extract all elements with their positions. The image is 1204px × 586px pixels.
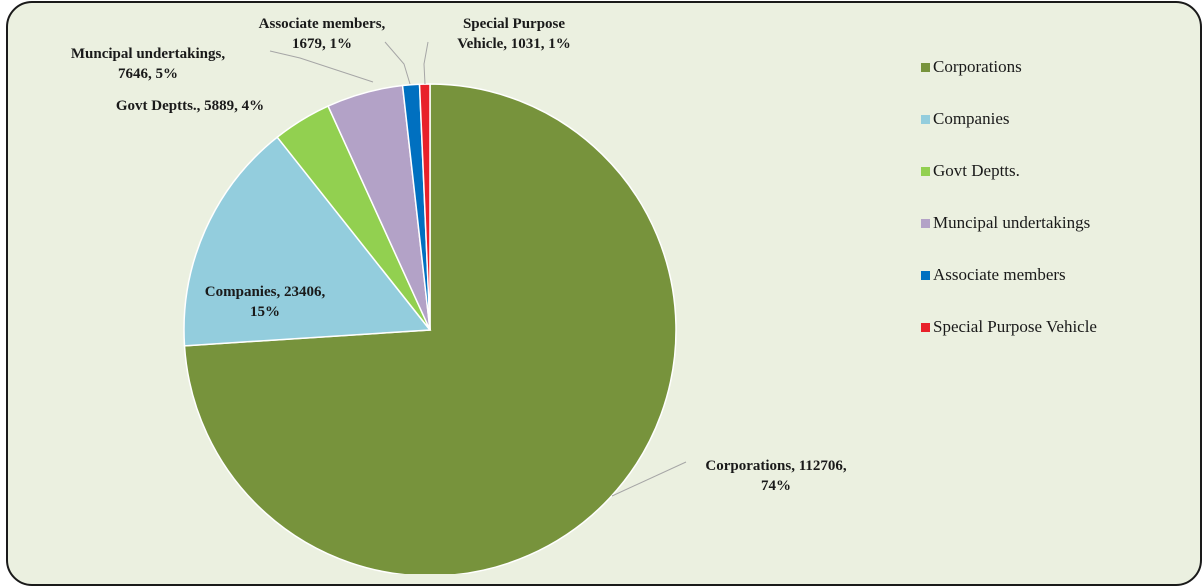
legend-swatch <box>921 63 930 72</box>
legend-swatch <box>921 167 930 176</box>
leader-line-special-purpose-vehicle <box>423 41 429 85</box>
data-label-line: 7646, 5% <box>118 66 178 82</box>
legend-label: Associate members <box>933 265 1066 284</box>
legend-item-special-purpose-vehicle: Special Purpose Vehicle <box>921 317 1097 336</box>
legend-swatch <box>921 115 930 124</box>
data-label-govt-deptts: Govt Deptts., 5889, 4% <box>116 98 264 114</box>
leader-line-corporations <box>611 461 687 497</box>
legend-item-corporations: Corporations <box>921 57 1022 76</box>
data-label-line: Special Purpose <box>463 16 565 32</box>
data-label-line: Corporations, 112706, <box>705 458 847 474</box>
data-labels: Corporations, 112706, 74% Companies, 23406… <box>71 16 847 494</box>
legend-label: Special Purpose Vehicle <box>933 317 1097 336</box>
legend-swatch <box>921 271 930 280</box>
legend-item-associate-members: Associate members <box>921 265 1066 284</box>
data-label-line: 74% <box>761 478 791 494</box>
pie-slice-companies <box>183 136 432 347</box>
data-label-corporations: Corporations, 112706, 74% <box>705 458 847 494</box>
legend-swatch <box>921 323 930 332</box>
data-label-line: Vehicle, 1031, 1% <box>457 36 571 52</box>
legend: Corporations Companies Govt Deptts. Muncipa… <box>921 57 1097 336</box>
data-label-muncipal-undertakings: Muncipal undertakings, 7646, 5% <box>71 46 225 82</box>
data-label-line: Associate members, <box>259 16 386 32</box>
data-label-companies: Companies, 23406, 15% <box>205 284 326 320</box>
legend-label: Govt Deptts. <box>933 161 1020 180</box>
legend-label: Companies <box>933 109 1010 128</box>
legend-label: Corporations <box>933 57 1022 76</box>
data-label-line: Companies, 23406, <box>205 284 326 300</box>
data-label-line: 1679, 1% <box>292 36 352 52</box>
pie-slice-special-purpose-vehicle <box>418 83 431 331</box>
legend-item-companies: Companies <box>921 109 1010 128</box>
pie-chart: Corporations, 112706, 74% Companies, 23406… <box>71 16 1097 574</box>
legend-item-govt-deptts: Govt Deptts. <box>921 161 1020 180</box>
legend-swatch <box>921 219 930 228</box>
leader-line-muncipal-undertakings <box>269 50 374 83</box>
data-label-line: Govt Deptts., 5889, 4% <box>116 98 264 114</box>
pie-slices <box>183 83 677 574</box>
data-label-line: 15% <box>250 304 280 320</box>
legend-label: Muncipal undertakings <box>933 213 1090 232</box>
leader-line-associate-members <box>384 41 411 85</box>
data-label-special-purpose-vehicle: Special Purpose Vehicle, 1031, 1% <box>457 16 571 52</box>
data-label-associate-members: Associate members, 1679, 1% <box>259 16 386 52</box>
data-label-line: Muncipal undertakings, <box>71 46 225 62</box>
legend-item-muncipal-undertakings: Muncipal undertakings <box>921 213 1090 232</box>
leader-lines <box>269 41 687 497</box>
